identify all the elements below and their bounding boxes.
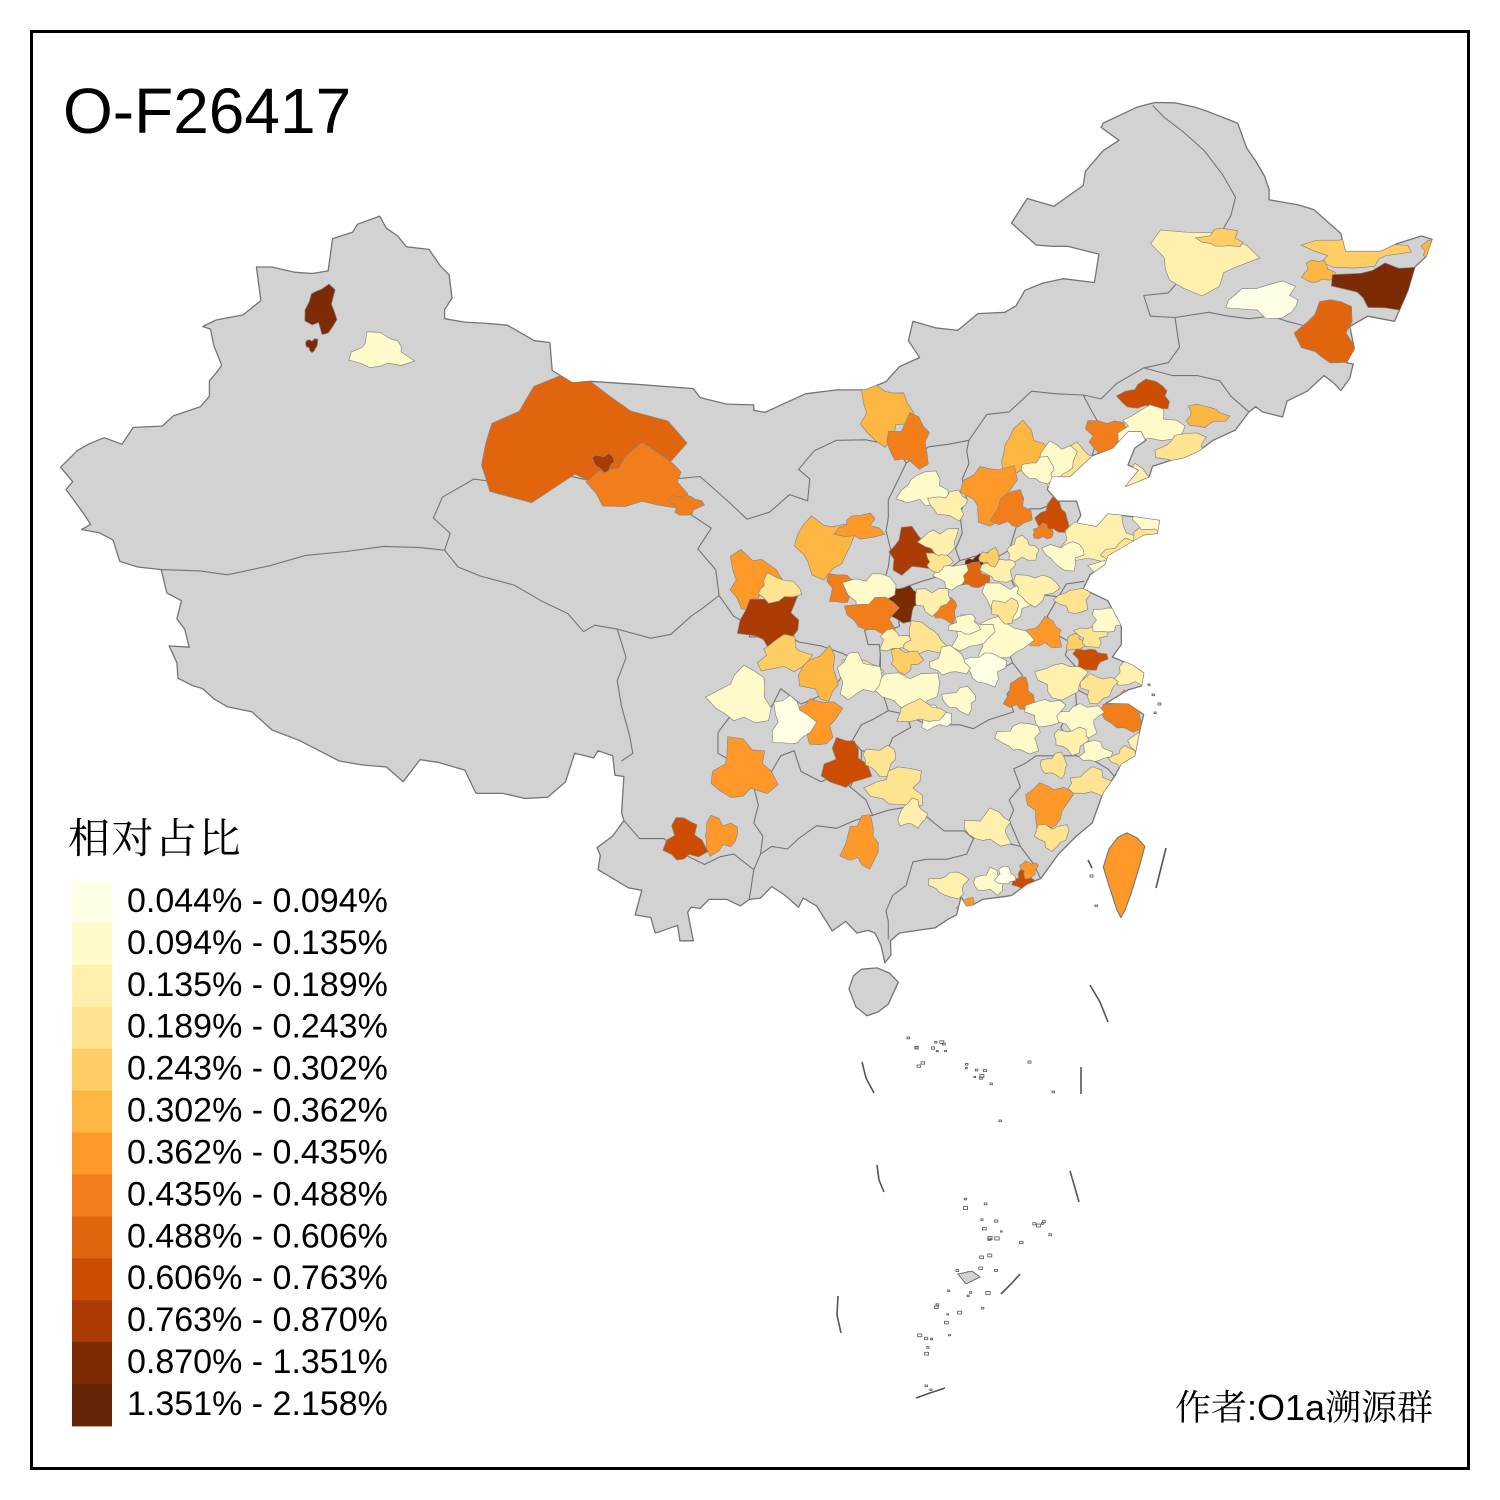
svg-text:0.094% - 0.135%: 0.094% - 0.135% xyxy=(127,924,388,962)
svg-text:0.606% - 0.763%: 0.606% - 0.763% xyxy=(127,1259,388,1297)
svg-text:0.044% - 0.094%: 0.044% - 0.094% xyxy=(127,882,388,920)
svg-text:O-F26417: O-F26417 xyxy=(63,75,351,147)
svg-text::O1a: :O1a xyxy=(1247,1387,1326,1428)
svg-text:0.870% - 1.351%: 0.870% - 1.351% xyxy=(127,1343,388,1381)
svg-text:1.351% - 2.158%: 1.351% - 2.158% xyxy=(127,1385,388,1423)
svg-text:0.763% - 0.870%: 0.763% - 0.870% xyxy=(127,1301,388,1339)
svg-text:0.362% - 0.435%: 0.362% - 0.435% xyxy=(127,1134,388,1172)
svg-text:0.243% - 0.302%: 0.243% - 0.302% xyxy=(127,1050,388,1088)
svg-text:0.435% - 0.488%: 0.435% - 0.488% xyxy=(127,1175,388,1213)
svg-text:0.302% - 0.362%: 0.302% - 0.362% xyxy=(127,1092,388,1130)
svg-text:0.135% - 0.189%: 0.135% - 0.189% xyxy=(127,966,388,1004)
svg-text:0.488% - 0.606%: 0.488% - 0.606% xyxy=(127,1217,388,1255)
svg-text:0.189% - 0.243%: 0.189% - 0.243% xyxy=(127,1008,388,1046)
